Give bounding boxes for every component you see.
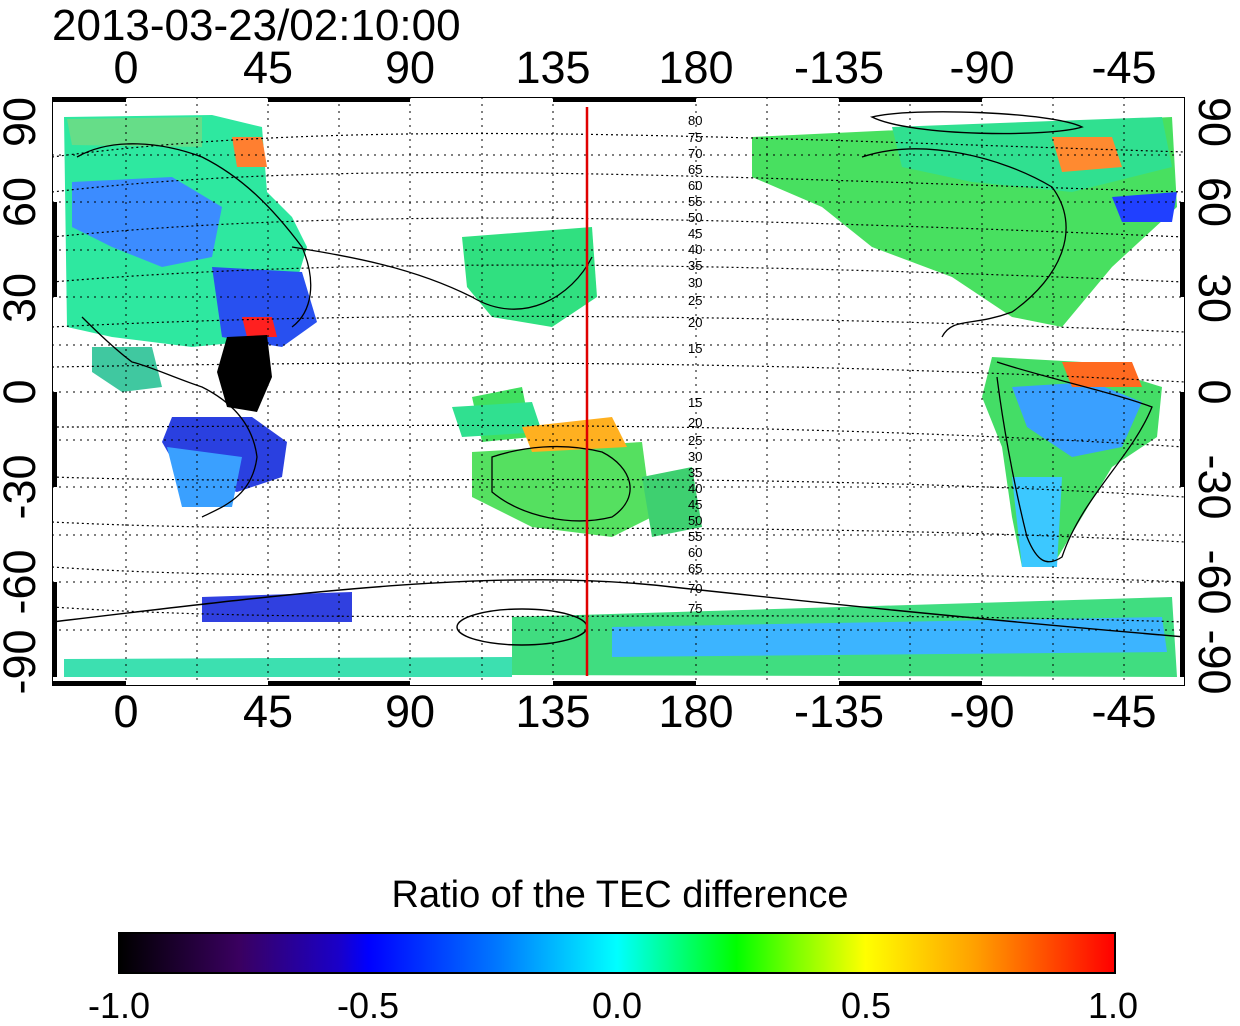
x-tick-bottom: 180 [658,686,734,737]
contour-label: 55 [688,194,702,209]
y-tick-left: -90 [0,629,45,695]
y-tick-right: -90 [1189,629,1240,695]
coastlines [76,143,1153,563]
contour-label: 50 [688,513,702,528]
x-tick-top: -135 [793,42,885,93]
x-tick-top: 90 [384,42,436,93]
contour-label: 35 [688,258,702,273]
x-tick-bottom: -45 [1091,686,1157,737]
contour-label: 25 [688,293,702,308]
contour-label: 20 [688,315,702,330]
contour-label: 70 [688,146,702,161]
x-tick-bottom: 135 [515,686,591,737]
contour-label: 65 [688,561,702,576]
contour-label: 30 [688,275,702,290]
contour-label: 65 [688,162,702,177]
contour-label: 45 [688,226,702,241]
x-tick-bottom: -90 [949,686,1015,737]
contour-label: 30 [688,449,702,464]
y-tick-left: 30 [0,272,45,324]
y-tick-right: -60 [1189,549,1240,615]
x-tick-bottom: 90 [384,686,436,737]
y-tick-right: 90 [1189,96,1240,148]
contour-label: 20 [688,415,702,430]
contour-label: 60 [688,178,702,193]
x-tick-top: -45 [1091,42,1157,93]
x-tick-top: 135 [515,42,591,93]
contour-label: 35 [688,465,702,480]
contour-label: 40 [688,481,702,496]
tec-map: 80 75 70 65 60 55 50 45 40 35 30 25 20 1… [52,97,1185,686]
colorbar-title: Ratio of the TEC difference [391,874,849,916]
y-tick-left: -30 [0,454,45,520]
colorbar-tick: 1.0 [1087,985,1139,1026]
contour-label: 75 [688,601,702,616]
x-tick-bottom: 0 [113,686,139,737]
colorbar-tick: -0.5 [336,985,400,1026]
contour-label: 75 [688,130,702,145]
x-tick-top: 0 [113,42,139,93]
y-tick-left: 60 [0,176,45,228]
contour-label: 15 [688,395,702,410]
y-tick-left: -60 [0,549,45,615]
contour-label: 40 [688,242,702,257]
y-tick-right: 0 [1189,379,1240,405]
contour-label: 15 [688,341,702,356]
grid-lines [52,97,1185,686]
x-tick-top: 45 [242,42,294,93]
magnetic-contours [52,132,1185,623]
y-tick-left: 0 [0,379,45,404]
colorbar [118,932,1116,974]
y-tick-right: -30 [1189,454,1240,520]
x-tick-bottom: 45 [242,686,294,737]
contour-label: 70 [688,581,702,596]
y-tick-right: 30 [1189,272,1240,324]
contour-label: 45 [688,497,702,512]
contour-label: 25 [688,433,702,448]
map-title: 2013-03-23/02:10:00 [52,1,461,50]
colorbar-tick: 0.5 [840,985,892,1026]
contour-label: 55 [688,529,702,544]
x-tick-top: -90 [949,42,1015,93]
contour-labels: 80 75 70 65 60 55 50 45 40 35 30 25 20 1… [688,113,702,616]
x-tick-top: 180 [658,42,734,93]
colorbar-tick: 0.0 [591,985,643,1026]
x-tick-bottom: -135 [793,686,885,737]
y-tick-right: 60 [1189,176,1240,228]
frame-ticks [52,97,1185,686]
contour-label: 60 [688,545,702,560]
contour-label: 80 [688,113,702,128]
contour-label: 50 [688,210,702,225]
colorbar-tick: -1.0 [87,985,151,1026]
y-tick-left: 90 [0,96,45,148]
